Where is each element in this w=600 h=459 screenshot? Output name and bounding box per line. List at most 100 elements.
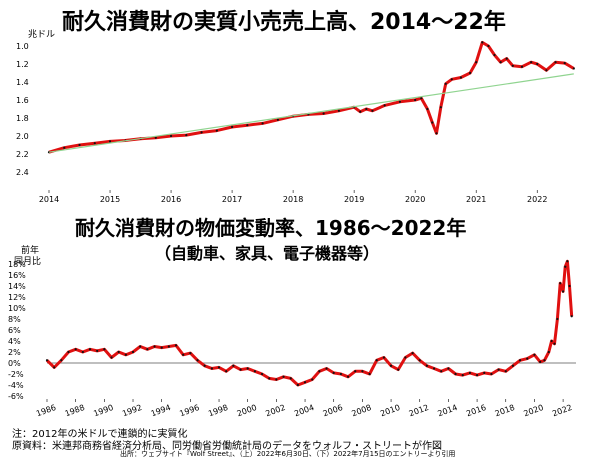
chart1-data-point: [383, 104, 386, 107]
chart1-xtick-label: 2019: [344, 195, 364, 204]
chart2-data-point: [60, 359, 63, 362]
chart2-data-point: [332, 371, 335, 374]
chart1-data-point: [530, 61, 533, 64]
chart1-data-point: [499, 61, 502, 64]
chart1-ytick-label: 1.8: [16, 114, 29, 123]
chart2-data-point: [174, 344, 178, 347]
chart2-ytick-label: 18%: [8, 260, 26, 269]
chart1-data-point: [439, 106, 442, 109]
chart1-ytick-label: 2.0: [16, 132, 29, 141]
chart2-data-point: [440, 370, 443, 373]
chart2-data-point: [217, 366, 221, 369]
chart1-data-point: [481, 41, 484, 44]
chart2-data-point: [447, 367, 450, 370]
chart1-xtick-label: 2014: [39, 195, 59, 204]
chart1-xtick-label: 2020: [405, 195, 425, 204]
chart1-data-point: [426, 107, 429, 111]
chart1-xtick-label: 2016: [161, 195, 181, 204]
chart2-data-point: [225, 370, 228, 373]
chart2-data-point: [346, 375, 350, 378]
chart1-data-point: [261, 122, 264, 125]
chart1-data-point: [63, 146, 66, 149]
chart2-ytick-label: 2%: [8, 348, 21, 357]
chart2-ytick-label: -2%: [8, 370, 24, 379]
chart2-data-point: [518, 359, 522, 362]
chart2-data-point: [110, 356, 113, 359]
chart2-data-point: [533, 353, 536, 356]
chart2-data-point: [289, 377, 292, 380]
chart2-data-point: [296, 383, 299, 387]
chart2-data-point: [167, 345, 170, 348]
chart1-title: 耐久消費財の実質小売売上高、2014～22年: [62, 10, 506, 35]
chart2-ytick-label: 4%: [8, 337, 21, 346]
chart2-data-point: [425, 364, 429, 367]
chart2-data-point: [318, 370, 321, 373]
chart2-ytick-label: -4%: [8, 381, 24, 390]
chart2-data-point: [74, 348, 77, 351]
chart2-xtick-label: 2004: [293, 403, 315, 418]
chart1-data-point: [475, 61, 478, 64]
chart1-data-point: [487, 44, 490, 48]
chart2-data-point: [325, 367, 328, 370]
chart2-data-point: [117, 350, 120, 354]
chart1-data-point: [169, 134, 173, 138]
chart1-data-point: [545, 69, 548, 72]
chart1-data-point: [185, 134, 188, 137]
chart2-data-point: [268, 377, 271, 380]
chart2-ytick-label: 0%: [8, 359, 21, 368]
chart1-data-point: [276, 118, 279, 121]
chart2-data-point: [81, 350, 84, 354]
chart2-data-point: [504, 370, 507, 373]
chart1-data-point: [450, 78, 453, 81]
chart1-data-point: [511, 64, 514, 67]
chart2-data-point: [547, 350, 550, 354]
chart1-ytick-label: 2.4: [16, 168, 29, 177]
chart2-xtick-label: 1992: [121, 403, 143, 418]
chart2-xtick-label: 2022: [551, 403, 573, 418]
chart1-data-point: [200, 131, 203, 134]
chart2-xtick-label: 2000: [236, 403, 258, 418]
chart2-ytick-label: -6%: [8, 392, 24, 401]
chart2-ytick-label: 10%: [8, 304, 26, 313]
chart1-data-point: [554, 61, 557, 64]
chart2-data-point: [67, 350, 70, 354]
chart2-data-point: [564, 265, 567, 268]
chart1-data-point: [444, 82, 447, 85]
chart2-xtick-label: 2006: [322, 403, 344, 418]
chart1-data-point: [398, 100, 402, 103]
chart1-data-point: [414, 98, 417, 102]
chart2-data-point: [454, 372, 457, 376]
chart2-data-point: [432, 367, 436, 370]
chart2-data-point: [375, 359, 378, 362]
footer-credit: 出所：ウェブサイト『Wolf Street』、（上）2022年6月30日、（下）…: [120, 450, 456, 458]
chart2-data-point: [196, 359, 199, 362]
chart1-data-point: [431, 121, 434, 124]
chart1-data-point: [468, 71, 472, 75]
chart2-data-point: [570, 315, 573, 318]
chart1-data-point: [230, 125, 234, 129]
chart2-ytick-label: 8%: [8, 315, 21, 324]
chart2-data-point: [131, 350, 135, 354]
chart2-data-point: [239, 368, 242, 371]
chart1-data-point: [78, 143, 81, 147]
chart1-xtick-label: 2015: [100, 195, 120, 204]
chart2-data-point: [210, 367, 213, 370]
chart1-ytick-label: 1.2: [16, 60, 29, 69]
chart2-data-point: [361, 370, 364, 373]
chart2-data-point: [483, 371, 486, 374]
chart2-xtick-label: 2014: [436, 403, 458, 418]
chart2-data-point: [511, 364, 515, 367]
chart2-data-point: [124, 353, 127, 356]
chart2-ytick-label: 6%: [8, 326, 21, 335]
chart2-xtick-label: 1996: [178, 403, 200, 418]
chart2-xtick-label: 1986: [35, 403, 57, 418]
chart2-data-point: [490, 372, 493, 376]
chart2-data-point: [189, 352, 192, 355]
chart1-xtick-label: 2017: [222, 195, 242, 204]
chart2-data-point: [182, 353, 185, 356]
chart1-data-point: [493, 53, 496, 57]
chart2-ylabel-line2: 同月比: [14, 257, 42, 267]
footer-note: 注：2012年の米ドルで連鎖的に実質化: [12, 429, 188, 440]
chart2-data-point: [303, 381, 307, 384]
